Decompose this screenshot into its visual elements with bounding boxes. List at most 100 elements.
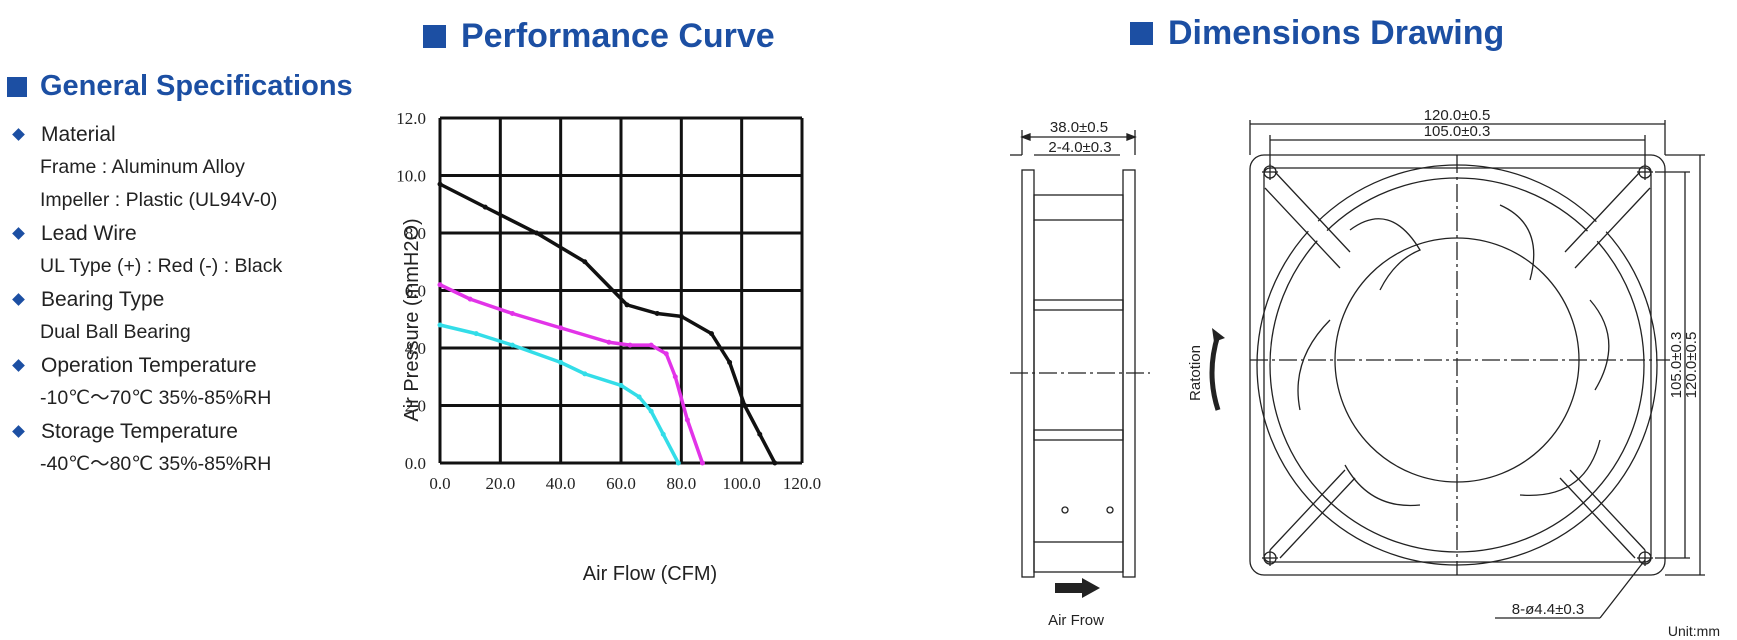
- series-point: [509, 311, 515, 316]
- series-point: [699, 460, 705, 466]
- spec-value: UL Type (+) : Red (-) : Black: [40, 255, 283, 277]
- series-point: [672, 374, 678, 380]
- x-tick-label: 100.0: [723, 474, 761, 493]
- x-tick-label: 20.0: [485, 474, 515, 493]
- x-tick-label: 80.0: [666, 474, 696, 493]
- rotation-indicator: Ratotion: [1187, 328, 1225, 411]
- series-point: [654, 311, 660, 316]
- performance-chart: 0.0 20.0 40.0 60.0 80.0 100.0 120.0 0.0 2.0 4.0 6.…: [396, 109, 821, 585]
- series-point: [684, 417, 690, 423]
- series-point: [437, 322, 443, 328]
- x-tick-label: 0.0: [429, 474, 450, 493]
- chart-series: [437, 181, 778, 466]
- diamond-bullet-icon: [12, 425, 25, 438]
- series-point: [660, 431, 666, 437]
- series-point: [582, 371, 588, 377]
- spec-title-row: Lead Wire: [10, 217, 370, 250]
- spec-value: Frame : Aluminum Alloy: [40, 156, 245, 178]
- y-tick-label: 0.0: [405, 454, 426, 473]
- series-point: [627, 342, 633, 348]
- dimensions-drawing-heading: Dimensions Drawing: [1130, 14, 1504, 53]
- spec-value: -40℃～80℃ 35%-85%RH: [40, 453, 272, 475]
- series-point: [437, 181, 443, 187]
- y-axis-label: Air Pressure (mmH2O): [401, 218, 423, 421]
- x-tick-label: 40.0: [546, 474, 576, 493]
- spec-value: Impeller : Plastic (UL94V-0): [40, 189, 278, 211]
- side-view: 38.0±0.5 2-4.0±0.3 Air Frow: [1010, 119, 1150, 629]
- spec-title: Lead Wire: [41, 222, 137, 245]
- spec-title-row: Operation Temperature: [10, 349, 370, 382]
- series-point: [648, 342, 654, 348]
- spec-item: Storage Temperature -40℃～80℃ 35%-85%RH: [10, 415, 370, 481]
- series-point: [509, 342, 515, 348]
- outer-height-dimension: 120.0±0.5: [1683, 332, 1700, 399]
- y-tick-label: 10.0: [396, 167, 426, 186]
- square-bullet-icon: [7, 76, 27, 97]
- performance-curve-heading: Performance Curve: [423, 17, 775, 56]
- y-tick-label: 8.0: [405, 224, 426, 243]
- diamond-bullet-icon: [12, 293, 25, 306]
- spec-item: Material Frame : Aluminum Alloy Impeller :…: [10, 118, 370, 217]
- spec-value: Dual Ball Bearing: [40, 321, 191, 343]
- unit-label: Unit:mm: [1668, 623, 1720, 639]
- series-point: [618, 382, 624, 388]
- series-point: [709, 331, 714, 337]
- spec-title: Material: [41, 123, 116, 146]
- y-tick-label: 2.0: [405, 397, 426, 416]
- spec-item: Bearing Type Dual Ball Bearing: [10, 283, 370, 349]
- chart-grid: [438, 116, 804, 465]
- series-point: [742, 403, 748, 408]
- series-point: [606, 339, 612, 345]
- series-line-1: [439, 182, 777, 464]
- series-point: [582, 259, 588, 265]
- y-tick-label: 12.0: [396, 109, 426, 128]
- performance-curve-title: Performance Curve: [461, 17, 775, 55]
- outer-width-dimension: 120.0±0.5: [1424, 110, 1491, 124]
- general-specifications-title: General Specifications: [40, 70, 353, 102]
- hole-pitch-vertical-dimension: 105.0±0.3: [1668, 332, 1685, 399]
- series-point: [482, 204, 488, 210]
- series-point: [467, 296, 473, 302]
- series-point: [678, 313, 684, 319]
- series-point: [648, 408, 654, 414]
- y-tick-label: 6.0: [405, 282, 426, 301]
- square-bullet-icon: [423, 25, 446, 48]
- spec-item: Lead Wire UL Type (+) : Red (-) : Black: [10, 217, 370, 283]
- diamond-bullet-icon: [12, 128, 25, 141]
- rotation-label: Ratotion: [1187, 345, 1204, 401]
- side-flange-dimension: 2-4.0±0.3: [1048, 139, 1111, 156]
- series-point: [534, 230, 540, 236]
- air-flow-label: Air Frow: [1048, 612, 1104, 629]
- chart-ticks: 0.0 20.0 40.0 60.0 80.0 100.0 120.0 0.0 2.0 4.0 6.…: [396, 109, 821, 493]
- series-point: [727, 359, 733, 365]
- x-tick-label: 60.0: [606, 474, 636, 493]
- spec-title-row: Storage Temperature: [10, 415, 370, 448]
- spec-value: -10℃～70℃ 35%-85%RH: [40, 387, 272, 409]
- series-point: [624, 302, 630, 308]
- y-tick-label: 4.0: [405, 339, 426, 358]
- series-point: [663, 351, 669, 357]
- spec-title: Operation Temperature: [41, 354, 257, 377]
- series-point: [757, 431, 763, 437]
- series-point: [558, 359, 564, 365]
- specifications-list: Material Frame : Aluminum Alloy Impeller :…: [10, 118, 370, 481]
- spec-title: Bearing Type: [41, 288, 165, 311]
- spec-item: Operation Temperature -10℃～70℃ 35%-85%RH: [10, 349, 370, 415]
- series-point: [772, 460, 778, 466]
- diamond-bullet-icon: [12, 227, 25, 240]
- series-point: [437, 282, 443, 288]
- diamond-bullet-icon: [12, 359, 25, 372]
- series-point: [636, 394, 642, 400]
- spec-title: Storage Temperature: [41, 420, 238, 443]
- spec-title-row: Material: [10, 118, 370, 151]
- x-tick-label: 120.0: [783, 474, 821, 493]
- spec-title-row: Bearing Type: [10, 283, 370, 316]
- general-specifications-heading: General Specifications: [7, 70, 353, 103]
- side-depth-dimension: 38.0±0.5: [1050, 119, 1108, 136]
- series-point: [558, 325, 564, 331]
- dimensions-drawing: 38.0±0.5 2-4.0±0.3 Air Frow Ratotion: [1010, 110, 1720, 639]
- hole-pitch-horizontal-dimension: 105.0±0.3: [1424, 123, 1491, 140]
- series-point: [675, 460, 681, 466]
- series-line-3: [439, 323, 680, 464]
- air-flow-arrow-icon: [1055, 578, 1100, 598]
